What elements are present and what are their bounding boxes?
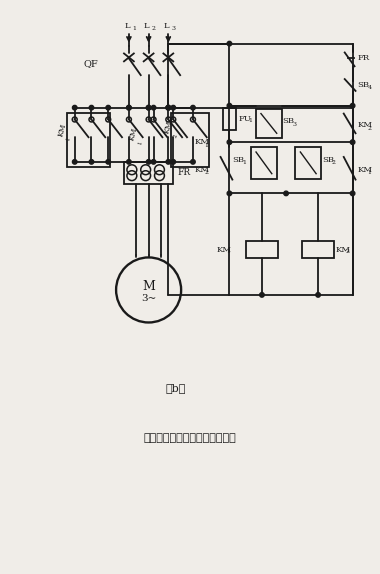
- Circle shape: [106, 106, 111, 110]
- Circle shape: [171, 160, 176, 164]
- Circle shape: [89, 160, 94, 164]
- Circle shape: [127, 160, 131, 164]
- Text: 1: 1: [248, 118, 252, 123]
- Circle shape: [191, 106, 195, 110]
- Circle shape: [146, 106, 151, 110]
- Text: SB: SB: [283, 118, 294, 126]
- Text: 3: 3: [293, 122, 296, 127]
- Text: 2: 2: [367, 126, 371, 131]
- Text: M: M: [142, 280, 155, 293]
- Circle shape: [191, 160, 195, 164]
- Text: FU: FU: [238, 115, 251, 123]
- Circle shape: [350, 103, 355, 108]
- Text: KM: KM: [195, 138, 210, 146]
- Text: KM: KM: [195, 166, 210, 174]
- Circle shape: [151, 160, 156, 164]
- Circle shape: [260, 293, 264, 297]
- Text: KM: KM: [358, 121, 372, 129]
- Text: KM: KM: [358, 166, 372, 174]
- Text: 1: 1: [242, 160, 246, 165]
- Text: 2: 2: [173, 134, 178, 138]
- Text: FR: FR: [358, 55, 370, 63]
- Circle shape: [146, 106, 151, 110]
- Circle shape: [146, 160, 151, 164]
- Circle shape: [227, 140, 232, 145]
- Text: 1: 1: [138, 141, 144, 145]
- Circle shape: [73, 106, 77, 110]
- Bar: [302, 241, 334, 258]
- Text: 2: 2: [152, 26, 155, 32]
- Circle shape: [127, 106, 131, 110]
- Circle shape: [73, 160, 77, 164]
- Text: QF: QF: [84, 59, 98, 68]
- Text: 1: 1: [226, 249, 230, 254]
- Circle shape: [166, 106, 171, 110]
- Text: L: L: [144, 22, 149, 30]
- Text: 2: 2: [205, 170, 209, 175]
- Text: SB: SB: [358, 81, 369, 89]
- Text: 1: 1: [367, 170, 371, 175]
- Text: FR: FR: [177, 168, 190, 177]
- Bar: [67, 113, 110, 167]
- Bar: [295, 147, 321, 179]
- Circle shape: [227, 191, 232, 196]
- Bar: [223, 108, 236, 130]
- Text: KM: KM: [128, 127, 139, 142]
- Text: SB: SB: [233, 156, 244, 164]
- Text: KM: KM: [56, 123, 68, 138]
- Bar: [251, 147, 277, 179]
- Circle shape: [127, 106, 131, 110]
- Text: 4: 4: [367, 86, 372, 91]
- Circle shape: [350, 191, 355, 196]
- Circle shape: [166, 106, 171, 110]
- Circle shape: [171, 106, 176, 110]
- Text: KM: KM: [336, 246, 351, 254]
- Bar: [124, 162, 173, 184]
- Text: 3: 3: [171, 26, 175, 32]
- Circle shape: [89, 106, 94, 110]
- Text: 1: 1: [66, 137, 72, 142]
- Bar: [246, 241, 278, 258]
- Circle shape: [284, 191, 288, 196]
- Text: L: L: [163, 22, 169, 30]
- Text: 2: 2: [332, 160, 336, 165]
- Circle shape: [350, 140, 355, 145]
- Circle shape: [227, 103, 232, 108]
- Bar: [256, 108, 282, 138]
- Circle shape: [227, 41, 232, 46]
- Bar: [171, 113, 209, 167]
- Text: 1: 1: [132, 26, 136, 32]
- Circle shape: [166, 106, 171, 110]
- Circle shape: [316, 293, 320, 297]
- Circle shape: [106, 160, 111, 164]
- Circle shape: [151, 106, 156, 110]
- Circle shape: [166, 160, 171, 164]
- Text: KM: KM: [217, 246, 231, 254]
- Text: （b）: （b）: [165, 383, 185, 394]
- Text: 三相异步电动机非典型控制电路: 三相异步电动机非典型控制电路: [144, 433, 236, 443]
- Text: L: L: [124, 22, 130, 30]
- Text: SB: SB: [322, 156, 334, 164]
- Text: 3~: 3~: [141, 294, 156, 303]
- Text: 2: 2: [346, 249, 350, 254]
- Text: 1: 1: [205, 142, 209, 148]
- Text: KM: KM: [163, 120, 174, 135]
